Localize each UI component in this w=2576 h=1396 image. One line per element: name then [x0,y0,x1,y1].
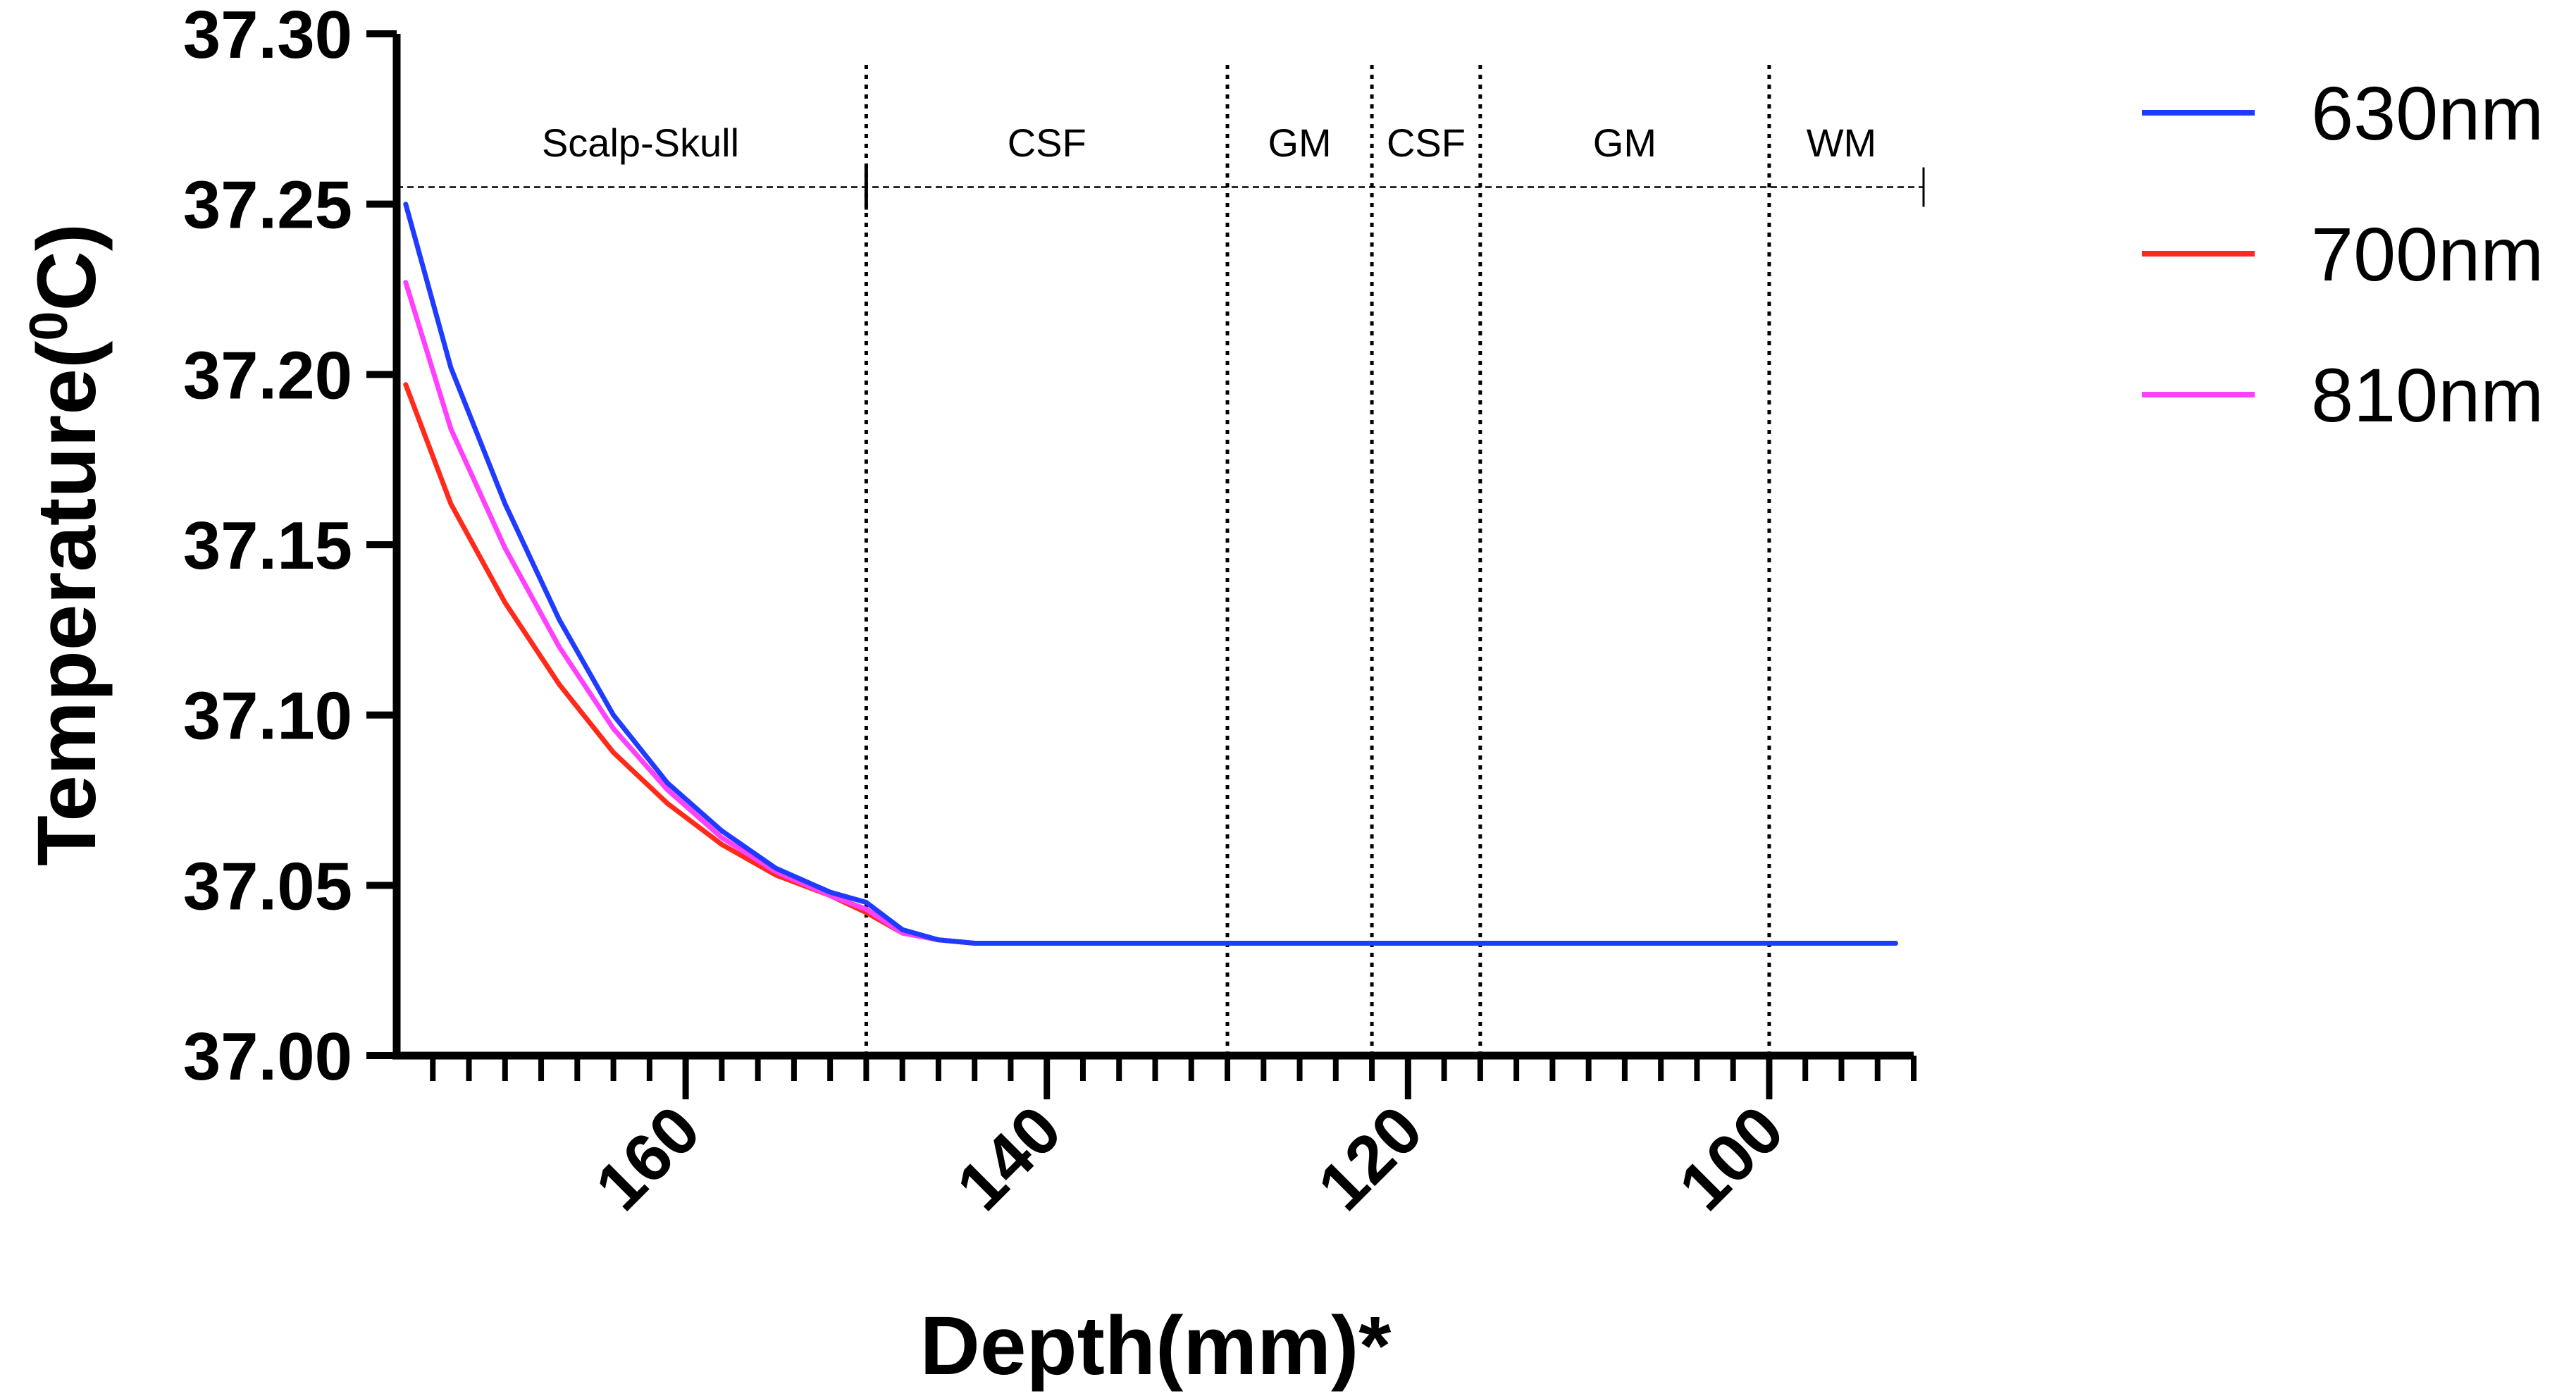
y-tick-label: 37.05 [183,848,352,924]
region-label-2: CSF [1008,121,1086,165]
y-ticks: 37.00 37.05 37.10 37.15 37.20 37.25 37.30 [183,0,397,1094]
x-tick-label: 120 [1304,1092,1437,1225]
x-tick-label: 140 [943,1092,1076,1225]
y-tick-label: 37.00 [183,1019,352,1094]
legend-label-630nm: 630nm [2311,70,2544,156]
x-tick-label: 100 [1665,1092,1798,1225]
x-axis-title: Depth(mm)* [920,1299,1392,1392]
series-line-630nm [403,202,1898,946]
region-label-4: CSF [1387,121,1466,165]
region-guides [397,65,1925,1056]
y-axis-title-suffix: C) [20,223,113,311]
y-axis-title: Temperature(0C) [19,223,113,866]
x-tick-label: 160 [581,1092,714,1225]
series-lines [403,202,1898,946]
y-tick-label: 37.20 [183,338,352,413]
y-tick-label: 37.10 [183,679,352,754]
x-ticks: 160 140 120 100 [430,1056,1916,1225]
y-axis-title-prefix: Temperature( [20,340,113,866]
region-label-3: GM [1268,121,1331,165]
legend: 630nm 700nm 810nm [2142,70,2544,438]
legend-label-810nm: 810nm [2311,352,2544,438]
y-axis-title-superscript: 0 [19,311,79,340]
region-label-5: GM [1593,121,1657,165]
y-tick-label: 37.15 [183,508,352,583]
legend-label-700nm: 700nm [2311,211,2544,297]
y-tick-label: 37.30 [183,0,352,73]
series-line-700nm [403,382,1898,946]
region-labels: Scalp-Skull CSF GM CSF GM WM [542,121,1876,165]
region-label-6: WM [1807,121,1877,165]
y-tick-label: 37.25 [183,168,352,243]
region-label-1: Scalp-Skull [542,121,739,165]
series-line-810nm [403,280,1898,946]
